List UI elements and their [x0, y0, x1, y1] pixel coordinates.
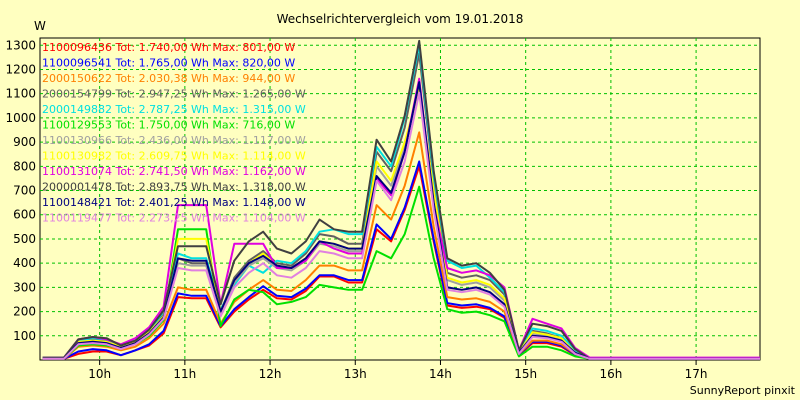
x-tick-label: 15h: [514, 367, 537, 381]
y-tick-label: 700: [13, 184, 36, 198]
x-tick-label: 13h: [344, 367, 367, 381]
series-line-1100119477: [42, 91, 760, 360]
y-tick-label: 1100: [5, 87, 36, 101]
y-axis-unit-label: W: [34, 19, 46, 33]
legend-entry-2000149882: 2000149882 Tot: 2.787,25 Wh Max: 1.315,0…: [42, 103, 306, 116]
legend-entry-1100096436: 1100096436 Tot: 1.740,00 Wh Max: 801,00 …: [42, 41, 295, 54]
y-tick-label: 900: [13, 135, 36, 149]
y-tick-label: 1300: [5, 38, 36, 52]
y-tick-label: 1000: [5, 111, 36, 125]
legend-entry-1100129553: 1100129553 Tot: 1.750,00 Wh Max: 716,00 …: [42, 119, 295, 132]
legend-entry-1100130982: 1100130982 Tot: 2.609,75 Wh Max: 1.114,0…: [42, 150, 306, 163]
y-tick-label: 800: [13, 159, 36, 173]
legend-entry-1100119477: 1100119477 Tot: 2.273,25 Wh Max: 1.104,0…: [42, 212, 306, 225]
legend-entry-1100130966: 1100130966 Tot: 2.436,00 Wh Max: 1.117,0…: [42, 134, 306, 147]
y-tick-label: 500: [13, 232, 36, 246]
legend-entry-2000150622: 2000150622 Tot: 2.030,38 Wh Max: 944,00 …: [42, 72, 295, 85]
x-tick-label: 10h: [88, 367, 111, 381]
legend-entry-2000154799: 2000154799 Tot: 2.947,25 Wh Max: 1.265,0…: [42, 88, 306, 101]
legend-entry-2000001478: 2000001478 Tot: 2.893,75 Wh Max: 1.318,0…: [42, 181, 306, 194]
legend-entry-1100096541: 1100096541 Tot: 1.765,00 Wh Max: 820,00 …: [42, 57, 295, 70]
legend-entry-1100148421: 1100148421 Tot: 2.401,25 Wh Max: 1.148,0…: [42, 196, 306, 209]
legend-entry-1100131074: 1100131074 Tot: 2.741,50 Wh Max: 1.162,0…: [42, 165, 306, 178]
y-tick-label: 600: [13, 208, 36, 222]
x-tick-label: 14h: [429, 367, 452, 381]
y-tick-label: 100: [13, 329, 36, 343]
x-tick-label: 11h: [173, 367, 196, 381]
footer-credit: SunnyReport pinxit: [690, 384, 796, 397]
x-tick-label: 12h: [259, 367, 282, 381]
y-tick-label: 1200: [5, 62, 36, 76]
y-tick-label: 300: [13, 280, 36, 294]
chart-title: Wechselrichtervergleich vom 19.01.2018: [277, 12, 524, 26]
y-tick-label: 400: [13, 256, 36, 270]
y-tick-label: 200: [13, 305, 36, 319]
x-tick-label: 16h: [599, 367, 622, 381]
x-tick-label: 17h: [685, 367, 708, 381]
